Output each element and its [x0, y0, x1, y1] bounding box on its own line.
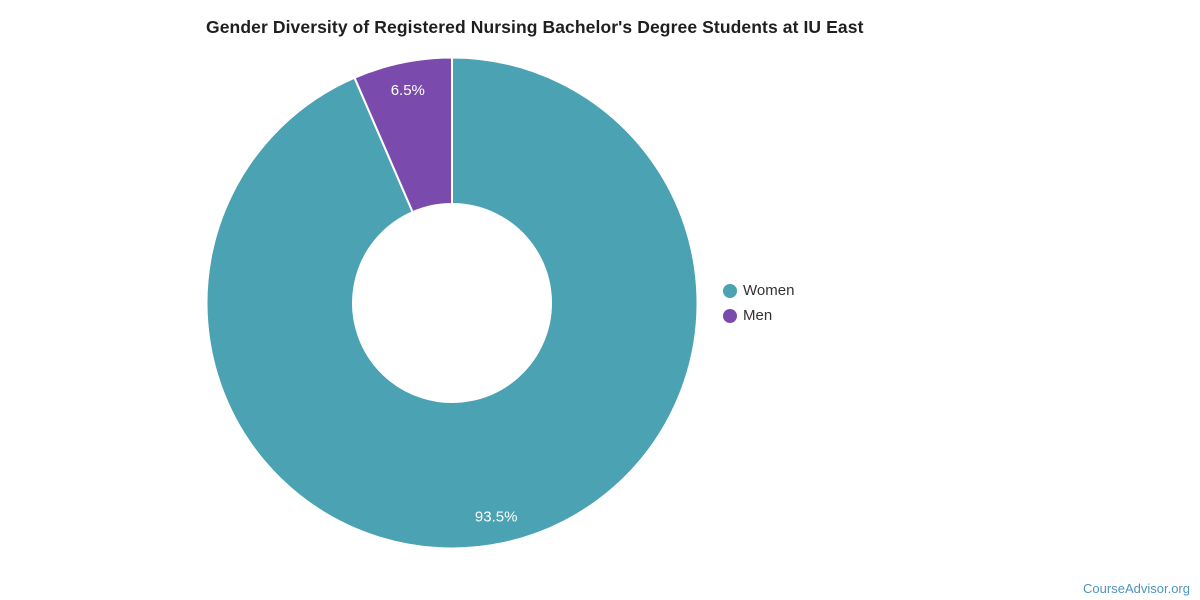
donut-slices	[205, 56, 699, 550]
legend-dot-women	[723, 283, 737, 298]
legend: Women Men	[723, 278, 794, 328]
slice-men[interactable]	[353, 56, 453, 214]
legend-item-men[interactable]: Men	[723, 303, 794, 328]
legend-label: Women	[743, 282, 795, 299]
legend-item-women[interactable]: Women	[723, 278, 794, 303]
legend-label: Men	[743, 307, 773, 324]
chart-title: Gender Diversity of Registered Nursing B…	[206, 17, 864, 37]
slice-label-men: 6.5%	[391, 82, 425, 99]
legend-dot-men	[723, 308, 737, 323]
slice-label-women: 93.5%	[475, 509, 518, 526]
donut-slice-labels: 93.5% 6.5%	[391, 82, 518, 526]
watermark-link[interactable]: CourseAdvisor.org	[1083, 581, 1190, 596]
slice-women[interactable]	[205, 56, 699, 550]
